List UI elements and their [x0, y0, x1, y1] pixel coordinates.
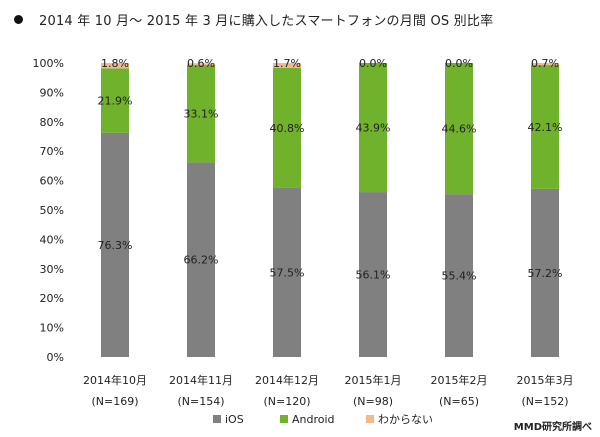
y-tick-label: 100%: [33, 57, 64, 70]
legend-label: iOS: [225, 413, 244, 426]
legend-label: わからない: [378, 413, 433, 426]
x-tick-label: 2014年11月: [169, 373, 233, 387]
y-tick-label: 20%: [40, 292, 64, 305]
bar-segment-ios: [273, 187, 301, 357]
legend-swatch: [213, 415, 221, 423]
y-tick-label: 90%: [40, 86, 64, 99]
data-label-unknown: 1.8%: [101, 57, 129, 70]
bar-segment-android: [531, 65, 559, 189]
bar-segment-ios: [187, 162, 215, 357]
x-sample-size-label: (N=169): [91, 395, 138, 408]
bar-segment--: [273, 63, 301, 68]
data-label-ios: 57.2%: [528, 267, 563, 280]
bar-segment--: [531, 63, 559, 66]
y-tick-label: 80%: [40, 116, 64, 129]
y-tick-label: 60%: [40, 175, 64, 188]
x-tick-label: 2014年10月: [83, 373, 147, 387]
data-label-ios: 55.4%: [442, 270, 477, 283]
legend-label: Android: [292, 413, 335, 426]
data-label-ios: 76.3%: [98, 239, 133, 252]
bar-segment-ios: [101, 132, 129, 357]
bar-segment--: [187, 63, 215, 66]
data-label-unknown: 1.7%: [273, 57, 301, 70]
data-label-android: 40.8%: [270, 122, 305, 135]
x-sample-size-label: (N=98): [353, 395, 393, 408]
y-tick-label: 70%: [40, 145, 64, 158]
data-label-ios: 66.2%: [184, 254, 219, 267]
y-tick-label: 40%: [40, 233, 64, 246]
data-label-android: 42.1%: [528, 121, 563, 134]
data-label-unknown: 0.6%: [187, 57, 215, 70]
bar-segment-ios: [531, 188, 559, 357]
bar-segment-ios: [445, 194, 473, 357]
chart-title: 2014 年 10 月～ 2015 年 3 月に購入したスマートフォンの月間 O…: [39, 13, 494, 29]
y-tick-label: 50%: [40, 204, 64, 217]
x-sample-size-label: (N=154): [177, 395, 224, 408]
x-tick-label: 2014年12月: [255, 373, 319, 387]
bar-segment-android: [187, 65, 215, 163]
bar-segment-android: [273, 67, 301, 188]
x-sample-size-label: (N=152): [521, 395, 568, 408]
chart-title-row: 2014 年 10 月～ 2015 年 3 月に購入したスマートフォンの月間 O…: [14, 8, 493, 30]
data-label-unknown: 0.7%: [531, 57, 559, 70]
data-label-android: 21.9%: [98, 94, 133, 107]
x-tick-label: 2015年2月: [431, 373, 488, 387]
bar-segment--: [101, 63, 129, 69]
bar-segment-android: [359, 63, 387, 193]
source-credit: MMD研究所調べ: [513, 422, 592, 433]
x-sample-size-label: (N=120): [263, 395, 310, 408]
x-tick-label: 2015年3月: [517, 373, 574, 387]
x-tick-label: 2015年1月: [345, 373, 402, 387]
bullet-icon: [14, 14, 23, 24]
data-label-ios: 56.1%: [356, 269, 391, 282]
legend-swatch: [366, 415, 374, 423]
data-label-unknown: 0.0%: [445, 57, 473, 70]
bar-segment-android: [445, 63, 473, 195]
bar-segment-ios: [359, 192, 387, 357]
data-label-unknown: 0.0%: [359, 57, 387, 70]
data-label-ios: 57.5%: [270, 266, 305, 279]
legend-swatch: [280, 415, 288, 423]
y-tick-label: 0%: [47, 351, 64, 364]
y-tick-label: 10%: [40, 322, 64, 335]
y-tick-label: 30%: [40, 263, 64, 276]
bar-segment-android: [101, 68, 129, 133]
x-sample-size-label: (N=65): [439, 395, 479, 408]
data-label-android: 33.1%: [184, 108, 219, 121]
data-label-android: 44.6%: [442, 123, 477, 136]
data-label-android: 43.9%: [356, 122, 391, 135]
